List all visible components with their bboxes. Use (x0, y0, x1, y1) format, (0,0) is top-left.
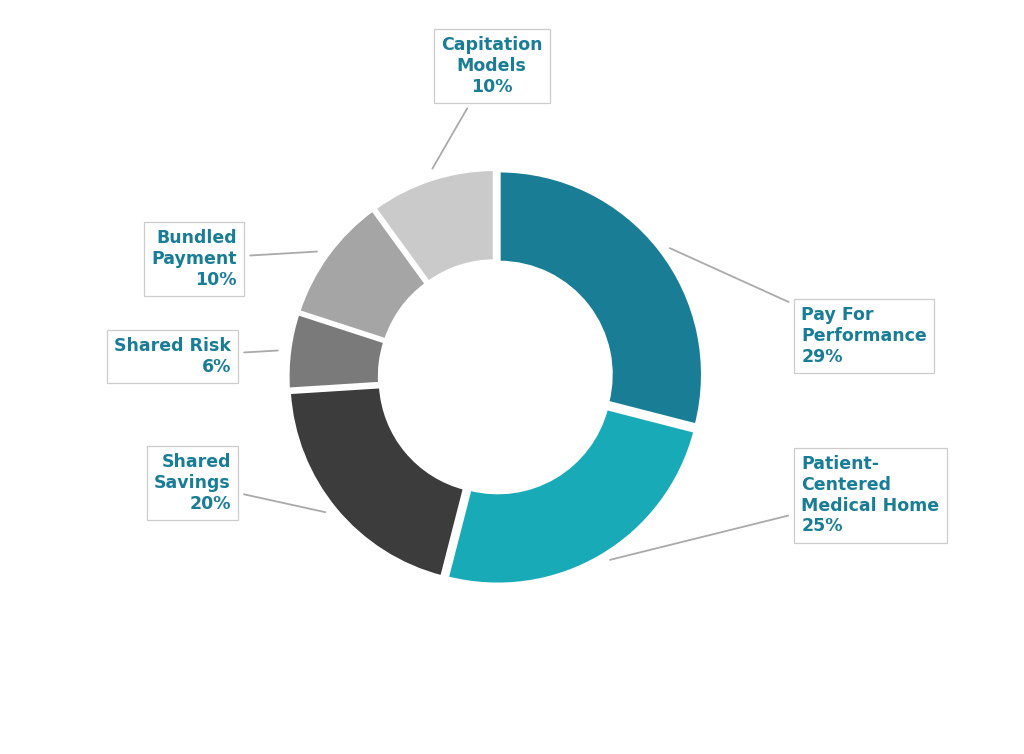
Wedge shape (375, 170, 495, 283)
Wedge shape (447, 409, 695, 584)
Wedge shape (299, 210, 427, 340)
Text: Shared Risk
6%: Shared Risk 6% (114, 337, 278, 376)
Text: Pay For
Performance
29%: Pay For Performance 29% (670, 248, 927, 366)
Wedge shape (289, 387, 465, 577)
Text: Shared
Savings
20%: Shared Savings 20% (154, 453, 326, 513)
Wedge shape (288, 314, 385, 389)
Text: Capitation
Models
10%: Capitation Models 10% (432, 36, 543, 169)
Text: Bundled
Payment
10%: Bundled Payment 10% (152, 229, 317, 289)
Wedge shape (499, 170, 702, 425)
Text: Patient-
Centered
Medical Home
25%: Patient- Centered Medical Home 25% (610, 455, 939, 559)
